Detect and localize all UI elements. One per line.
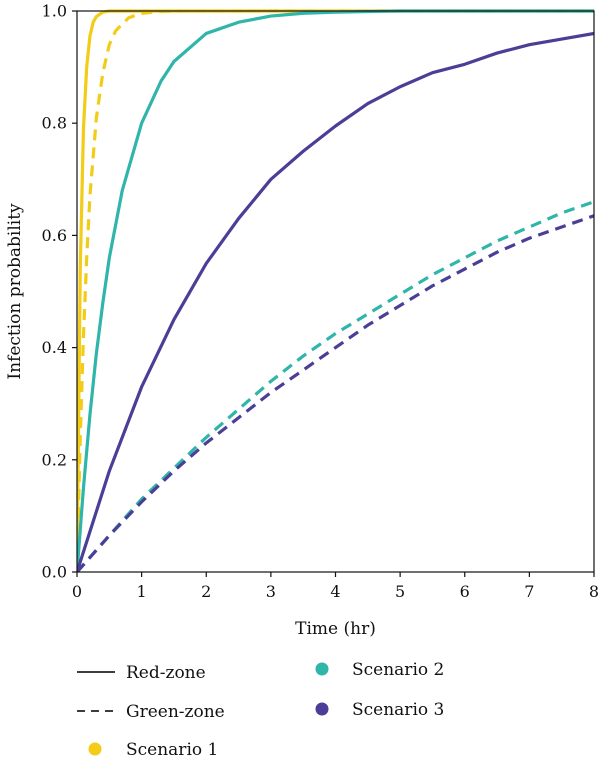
x-tick-label: 3 — [266, 582, 276, 601]
legend-marker-scenario-3 — [315, 702, 329, 716]
legend-item-red-zone: Red-zone — [77, 663, 206, 683]
series-line-scenario-2-green-zone — [77, 200, 594, 572]
axes: 0 1 2 3 4 5 6 7 8 0.0 0.2 0.4 0.6 0.8 1.0 — [42, 2, 600, 602]
y-tick-label: 0.6 — [42, 226, 67, 245]
legend-item-scenario-2: Scenario 2 — [315, 660, 444, 680]
x-tick-label: 1 — [137, 582, 147, 601]
x-tick-label: 7 — [524, 582, 534, 601]
legend-label-scenario-1: Scenario 1 — [126, 740, 218, 760]
x-tick-label: 0 — [72, 582, 82, 601]
plot-area — [77, 9, 594, 572]
legend-item-scenario-1: Scenario 1 — [88, 740, 218, 760]
x-tick-label: 2 — [201, 582, 211, 601]
series-line-scenario-2-red-zone — [77, 9, 594, 572]
legend-label-green-zone: Green-zone — [126, 702, 225, 722]
y-axis-title: Infection probability — [5, 203, 25, 380]
series-line-scenario-1-green-zone — [77, 9, 594, 572]
legend-label-red-zone: Red-zone — [126, 663, 206, 683]
legend-marker-scenario-1 — [88, 742, 102, 756]
x-tick-label: 4 — [330, 582, 340, 601]
legend-label-scenario-2: Scenario 2 — [352, 660, 444, 680]
y-tick-label: 0.0 — [42, 563, 67, 582]
y-tick-label: 0.8 — [42, 114, 67, 133]
x-axis-title: Time (hr) — [295, 619, 376, 639]
legend: Red-zone Green-zone Scenario 1 Scenario … — [77, 660, 444, 760]
legend-label-scenario-3: Scenario 3 — [352, 700, 444, 720]
x-tick-label: 8 — [589, 582, 599, 601]
x-tick-label: 6 — [460, 582, 470, 601]
x-tick-label: 5 — [395, 582, 405, 601]
legend-item-green-zone: Green-zone — [77, 702, 225, 722]
y-tick-label: 0.2 — [42, 450, 67, 469]
legend-item-scenario-3: Scenario 3 — [315, 700, 444, 720]
series-line-scenario-3-red-zone — [77, 31, 594, 572]
series-line-scenario-3-green-zone — [77, 214, 594, 572]
y-tick-label: 1.0 — [42, 2, 67, 21]
legend-marker-scenario-2 — [315, 662, 329, 676]
y-tick-label: 0.4 — [42, 338, 67, 357]
